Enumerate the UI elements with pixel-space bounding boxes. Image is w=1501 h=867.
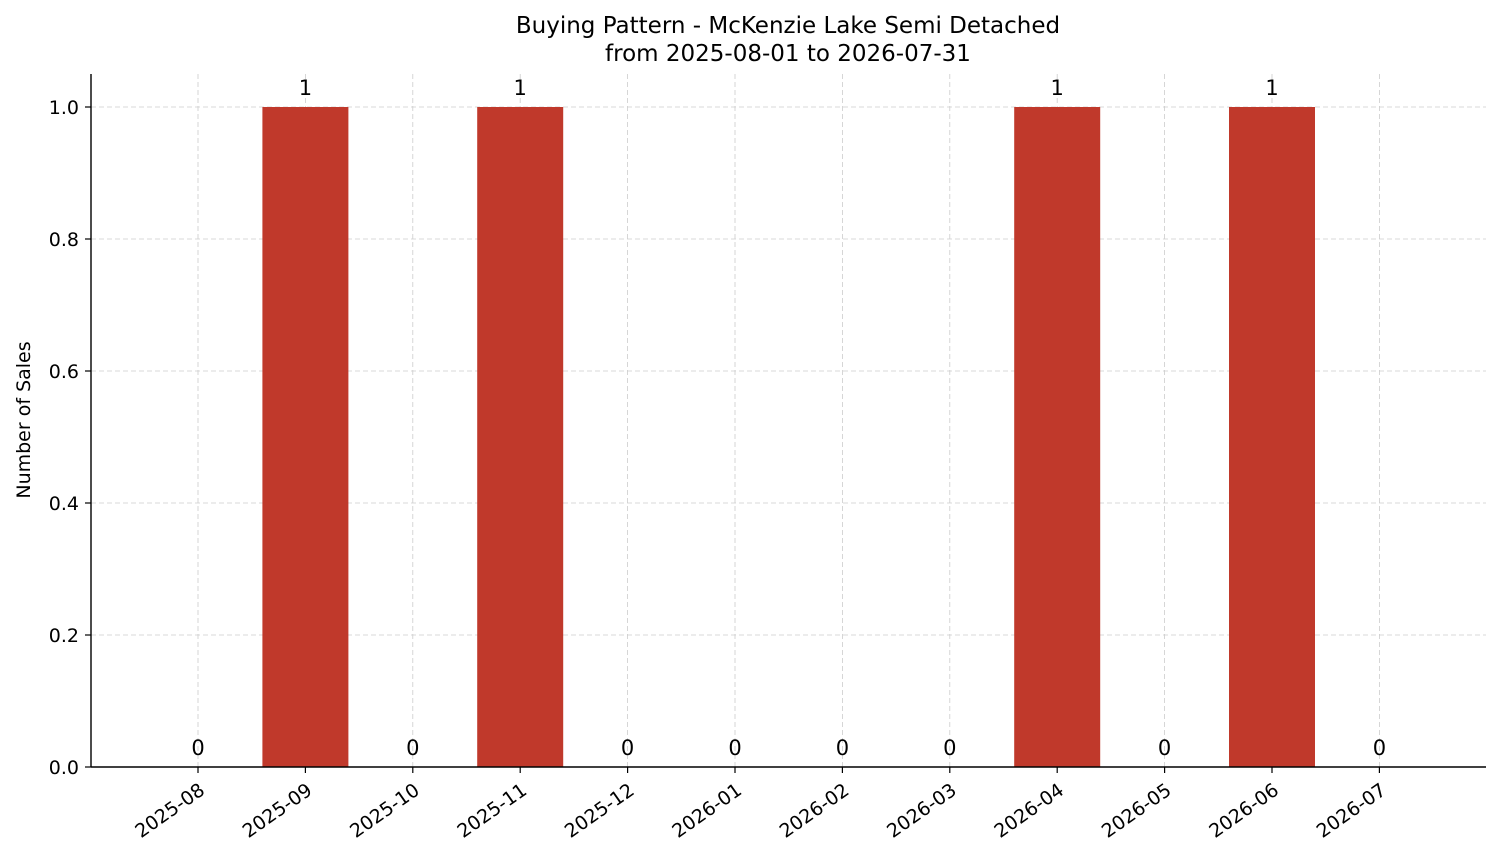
y-tick-label: 0.2: [49, 625, 79, 647]
x-tick-label: 2025-10: [346, 779, 424, 843]
data-label: 0: [1158, 736, 1171, 760]
bar-2026-04: [1014, 107, 1101, 767]
data-labels: 0 1 0 1 0 0 0 0 1 0 1 0: [191, 76, 1386, 760]
data-label: 0: [191, 736, 204, 760]
y-axis-label: Number of Sales: [13, 341, 35, 498]
data-label: 1: [299, 76, 312, 100]
x-tick-label: 2026-01: [668, 779, 746, 843]
data-label: 0: [406, 736, 419, 760]
data-label: 0: [836, 736, 849, 760]
y-tick-label: 0.4: [49, 493, 79, 515]
y-tick-label: 0.8: [49, 229, 79, 251]
data-label: 0: [728, 736, 741, 760]
x-tick-label: 2026-03: [883, 779, 961, 843]
x-tick-label: 2025-08: [131, 779, 209, 843]
bar-2025-09: [262, 107, 349, 767]
chart-title: Buying Pattern - McKenzie Lake Semi Deta…: [516, 13, 1060, 39]
x-tick-label: 2026-04: [990, 779, 1068, 843]
x-tick-label: 2025-11: [453, 779, 531, 843]
bars: [262, 107, 1315, 767]
data-label: 0: [943, 736, 956, 760]
data-label: 1: [1265, 76, 1278, 100]
bar-2025-11: [477, 107, 564, 767]
x-tick-label: 2026-06: [1205, 779, 1283, 843]
x-tick-label: 2025-12: [561, 779, 639, 843]
x-tick-label: 2026-05: [1098, 779, 1176, 843]
data-label: 1: [514, 76, 527, 100]
y-tick-label: 0.6: [49, 361, 79, 383]
data-label: 1: [1051, 76, 1064, 100]
x-tick-label: 2026-07: [1313, 779, 1391, 843]
x-tick-label: 2025-09: [239, 779, 317, 843]
y-tick-label: 0.0: [49, 757, 79, 779]
x-tick-label: 2026-02: [776, 779, 854, 843]
data-label: 0: [1373, 736, 1386, 760]
bar-2026-06: [1229, 107, 1315, 767]
y-tick-label: 1.0: [49, 97, 79, 119]
data-label: 0: [621, 736, 634, 760]
chart-subtitle: from 2025-08-01 to 2026-07-31: [605, 41, 971, 67]
